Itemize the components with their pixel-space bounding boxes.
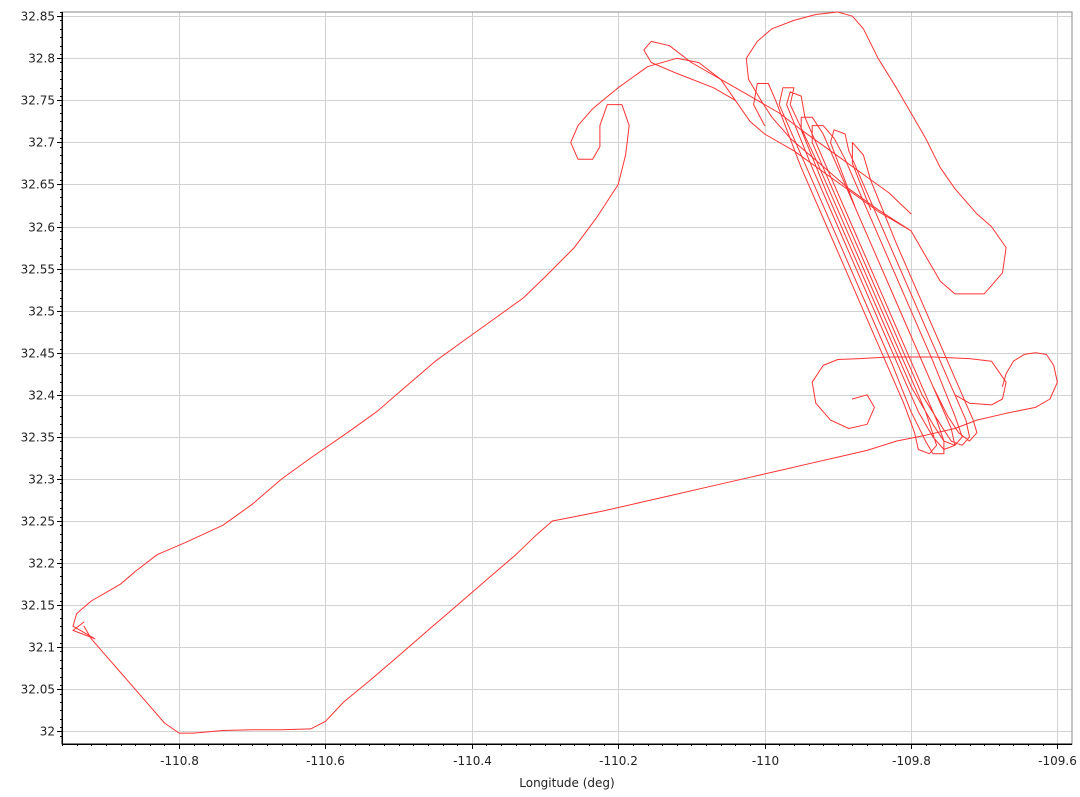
y-tick-label: 32.7	[28, 136, 55, 150]
y-tick-label: 32.75	[21, 94, 55, 108]
x-tick-label: -109.8	[892, 754, 931, 768]
track-segment	[888, 356, 1007, 406]
y-tick-label: 32.3	[28, 473, 55, 487]
x-tick-label: -110.8	[160, 754, 199, 768]
y-tick-label: 32.15	[21, 599, 55, 613]
track-segment	[753, 83, 978, 455]
x-tick-label: -110.6	[306, 754, 345, 768]
y-tick-label: 32.1	[28, 641, 55, 655]
y-tick-label: 32.65	[21, 178, 55, 192]
y-tick-label: 32.2	[28, 557, 55, 571]
y-tick-label: 32.45	[21, 347, 55, 361]
y-tick-label: 32	[40, 725, 55, 739]
track-segment	[83, 520, 553, 734]
x-tick-label: -110.4	[453, 754, 492, 768]
grid	[62, 12, 1072, 744]
track-segment	[551, 352, 1058, 522]
x-tick-label: -109.6	[1038, 754, 1077, 768]
y-tick-label: 32.5	[28, 305, 55, 319]
y-tick-label: 32.6	[28, 221, 55, 235]
y-tick-label: 32.85	[21, 10, 55, 24]
track-segment	[811, 356, 927, 429]
track-segment	[72, 11, 1007, 640]
x-tick-label: -110.2	[599, 754, 638, 768]
x-tick-label: -110	[752, 754, 779, 768]
y-tick-label: 32.35	[21, 431, 55, 445]
y-tick-label: 32.4	[28, 389, 55, 403]
y-tick-label: 32.8	[28, 52, 55, 66]
plot-frame	[61, 11, 1073, 745]
y-tick-label: 32.25	[21, 515, 55, 529]
x-tick-labels: -110.8 -110.6 -110.4 -110.2 -110 -109.8 -109.6	[160, 754, 1077, 768]
axis-ticks	[57, 12, 1058, 749]
track-segment	[643, 40, 912, 215]
y-tick-label: 32.05	[21, 683, 55, 697]
y-tick-labels: 32 32.05 32.1 32.15 32.2 32.25 32.3 32.35 32.4 32…	[21, 10, 55, 739]
flight-track-series	[72, 11, 1058, 734]
x-axis-title: Longitude (deg)	[519, 776, 614, 790]
y-tick-label: 32.55	[21, 263, 55, 277]
